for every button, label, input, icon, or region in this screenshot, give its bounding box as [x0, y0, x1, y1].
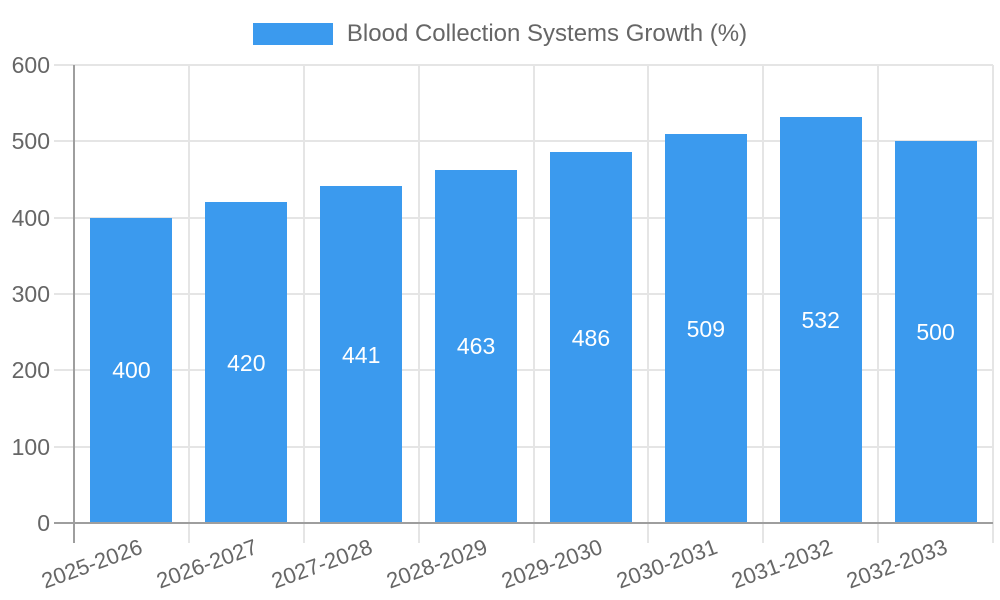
y-gridline [54, 64, 993, 66]
legend-swatch [252, 23, 333, 45]
y-tick-label: 200 [11, 357, 50, 384]
legend-label: Blood Collection Systems Growth (%) [346, 20, 748, 47]
bar-value-label: 400 [112, 357, 151, 384]
x-gridline [762, 65, 765, 543]
x-gridline [647, 65, 650, 543]
x-gridline [302, 65, 305, 543]
y-tick-label: 600 [11, 52, 50, 78]
y-gridline [54, 445, 993, 448]
bar[interactable] [205, 202, 288, 523]
y-gridline [54, 293, 993, 295]
x-gridline [187, 65, 190, 543]
bar[interactable] [779, 116, 862, 523]
y-gridline [54, 216, 993, 219]
bar-value-label: 463 [456, 333, 496, 360]
bar-value-label: 509 [686, 315, 725, 342]
bar-value-label: 532 [801, 306, 840, 333]
x-gridline [532, 65, 535, 543]
y-tick-label: 0 [37, 510, 50, 536]
x-gridline [877, 65, 880, 543]
y-tick-label: 400 [11, 204, 50, 231]
bar-value-label: 486 [571, 324, 611, 351]
y-tick-label: 500 [11, 128, 50, 155]
y-tick-label: 300 [11, 281, 50, 307]
bar[interactable] [664, 134, 747, 523]
x-gridline [992, 65, 994, 543]
x-axis-line [54, 522, 993, 524]
y-tick-label: 100 [11, 433, 50, 460]
legend[interactable]: Blood Collection Systems Growth (%) [0, 20, 1000, 48]
y-gridline [54, 140, 993, 143]
bar[interactable] [435, 169, 518, 523]
bar-value-label: 441 [342, 341, 381, 368]
x-gridline [417, 65, 420, 543]
bar-value-label: 500 [916, 319, 955, 346]
bar[interactable] [90, 217, 173, 523]
bar-value-label: 420 [227, 349, 266, 376]
bar[interactable] [320, 186, 403, 523]
y-gridline [54, 369, 993, 372]
bar[interactable] [549, 152, 632, 523]
bar[interactable] [894, 141, 977, 523]
y-axis-line [73, 65, 75, 543]
